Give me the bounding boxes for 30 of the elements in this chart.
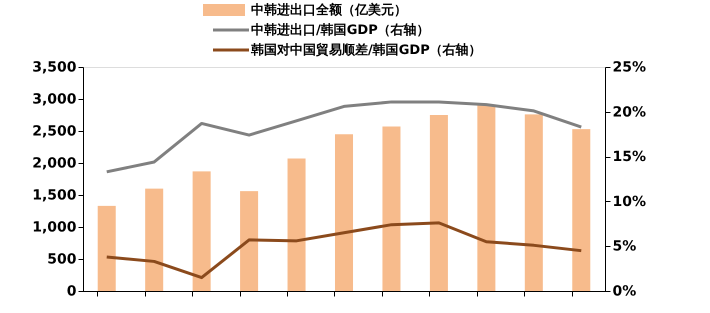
y2-tick-label: 10% [612, 194, 646, 210]
y2-tick-label: 25% [612, 60, 646, 76]
y2-tick-label: 20% [612, 104, 646, 120]
bar [192, 171, 211, 291]
bar [240, 191, 258, 291]
bar [430, 115, 448, 291]
bar [477, 105, 496, 291]
y-tick-label: 2,500 [32, 124, 77, 140]
y-tick-label: 0 [66, 284, 77, 300]
y-tick-label: 3,500 [32, 60, 77, 76]
y-tick-label: 2,000 [32, 156, 77, 172]
bar [334, 134, 354, 291]
y2-tick-label: 5% [612, 238, 636, 255]
y-tick-label: 1,000 [32, 220, 77, 236]
legend-label: 中韩进出口全额（亿美元） [251, 2, 407, 18]
y-tick-label: 1,500 [32, 188, 77, 204]
bar [288, 158, 306, 291]
y2-tick-label: 0% [612, 284, 636, 300]
y-tick-label: 3,000 [32, 92, 77, 108]
line-series [105, 100, 583, 174]
bar [382, 126, 400, 291]
legend-label: 韩国对中国貿易顺差/韩国GDP（右轴） [250, 42, 482, 58]
y-tick-label: 500 [47, 252, 77, 268]
bar [98, 206, 116, 291]
bar [572, 129, 590, 291]
line-series [105, 221, 583, 280]
legend-label: 中韩进出口/韩国GDP（右轴） [251, 23, 430, 38]
bar [145, 188, 164, 291]
y2-tick-label: 15% [612, 149, 646, 166]
bar [524, 114, 543, 291]
